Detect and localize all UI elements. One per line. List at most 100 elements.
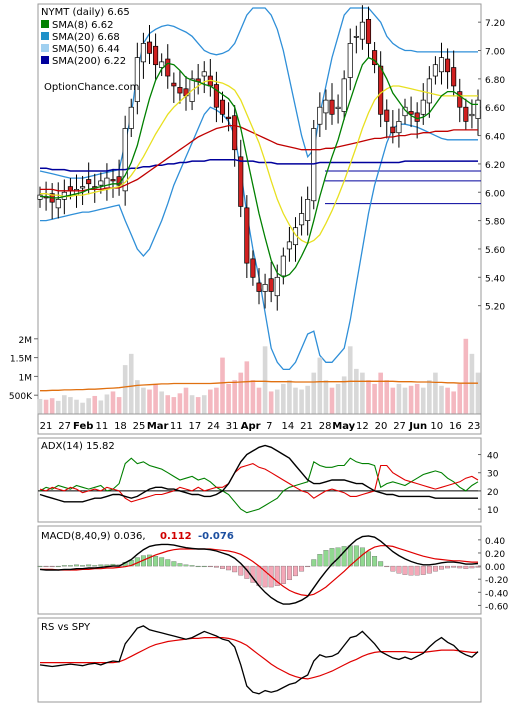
x-tick-label: Feb (73, 421, 93, 432)
candle-body (226, 116, 232, 119)
price-tick-label: 5.60 (485, 246, 505, 256)
x-axis-ticks: 21 27 Feb 11 18 25 Mar 11 17 24 31 Apr 7 14 21 28 May 12 2… (40, 421, 481, 432)
macd-histogram-bar (49, 565, 55, 568)
candlestick (262, 273, 268, 309)
macd-tick-label: -0.20 (485, 576, 509, 586)
macd-tick-label: 0.40 (485, 537, 505, 547)
macd-histogram-bar (408, 565, 414, 576)
candle-body (256, 282, 262, 292)
macd-histogram-bar (171, 561, 177, 567)
volume-bar (62, 395, 67, 414)
volume-bar (171, 397, 177, 414)
chart-title: NYMT (daily) 6.65 (41, 7, 130, 18)
price-tick-label: 6.20 (485, 161, 505, 171)
volume-bar (74, 399, 79, 414)
candle-body (426, 78, 432, 104)
macd-histogram-bar (311, 559, 317, 567)
volume-bar (256, 387, 262, 414)
candlestick (463, 98, 469, 130)
price-panel: 7.20 7.00 6.80 6.60 6.40 6.20 6.00 5.80 5.60 5.40… (9, 3, 505, 415)
candlestick (378, 51, 384, 128)
volume-bar (414, 383, 420, 414)
candle-body (165, 58, 171, 77)
macd-histogram-bar (159, 557, 165, 567)
x-tick-label: 12 (356, 421, 369, 432)
macd-histogram-bar (80, 565, 86, 567)
x-tick-label: 16 (449, 421, 462, 432)
candle-body (104, 177, 110, 189)
macd-histogram-bar (177, 563, 183, 567)
candlestick (244, 195, 250, 279)
macd-histogram-bar (347, 545, 353, 567)
candle-body (286, 241, 292, 250)
candle-body (171, 82, 177, 87)
candlestick (37, 186, 43, 208)
volume-bar (360, 372, 365, 414)
price-tick-label: 6.80 (485, 76, 505, 86)
volume-bar (68, 397, 73, 414)
volume-bar (122, 365, 128, 414)
candle-body (323, 99, 329, 114)
candle-body (280, 255, 286, 277)
x-tick-label: 24 (207, 421, 220, 432)
volume-bar (469, 353, 475, 414)
volume-bar (439, 385, 444, 414)
candlestick (475, 89, 481, 136)
x-tick-label: 27 (393, 421, 406, 432)
volume-bar (281, 383, 286, 414)
candlestick (286, 226, 292, 262)
x-tick-label: 21 (300, 421, 313, 432)
x-tick-label: 28 (319, 421, 332, 432)
price-tick-label: 5.80 (485, 218, 505, 228)
legend-label: SMA(200) 6.22 (52, 56, 126, 67)
candlestick (213, 71, 219, 123)
candlestick (359, 5, 365, 50)
volume-bar (390, 387, 396, 414)
candle-body (347, 43, 353, 78)
volume-bar (232, 380, 237, 414)
volume-bar (427, 380, 432, 414)
minus-di-line (39, 463, 479, 503)
x-tick-label: 17 (189, 421, 202, 432)
macd-histogram-bar (341, 546, 347, 567)
volume-bar (396, 383, 402, 414)
macd-tick-label: 0.00 (485, 563, 505, 573)
macd-histogram-bar (195, 565, 201, 568)
x-tick-label: 18 (114, 421, 127, 432)
candlestick (140, 32, 146, 79)
candle-body (244, 207, 250, 264)
candle-body (146, 41, 153, 54)
macd-title: MACD(8,40,9) 0.036, (41, 531, 146, 542)
candlestick (153, 33, 159, 80)
candlestick (396, 108, 402, 148)
macd-histogram-bar (432, 565, 438, 572)
volume-bar (86, 398, 91, 414)
volume-bar (37, 398, 43, 414)
macd-histogram-bar (165, 559, 171, 567)
macd-histogram-bar (305, 565, 311, 568)
volume-tick-label: 1.5M (10, 355, 32, 365)
volume-bar (445, 387, 450, 414)
adx-marks (38, 444, 481, 514)
candlestick (232, 105, 238, 167)
candle-body (232, 115, 238, 151)
candle-body (262, 284, 268, 292)
candle-body (341, 78, 347, 112)
legend-label: SMA(20) 6.68 (52, 32, 120, 43)
volume-bar (92, 395, 98, 414)
volume-bar (135, 380, 140, 414)
x-tick-label: 25 (133, 421, 146, 432)
legend-swatch (41, 32, 49, 40)
candle-body (80, 186, 86, 189)
candlestick (219, 91, 226, 123)
candle-body (451, 67, 457, 87)
macd-histogram-bar (232, 565, 238, 573)
candle-body (469, 113, 475, 117)
candlestick (317, 92, 323, 137)
macd-histogram-bar (469, 565, 475, 569)
volume-bar (305, 385, 310, 414)
candlestick (365, 6, 372, 59)
volume-bar (451, 391, 456, 414)
candle-body (432, 64, 438, 77)
volume-bar (220, 357, 225, 414)
